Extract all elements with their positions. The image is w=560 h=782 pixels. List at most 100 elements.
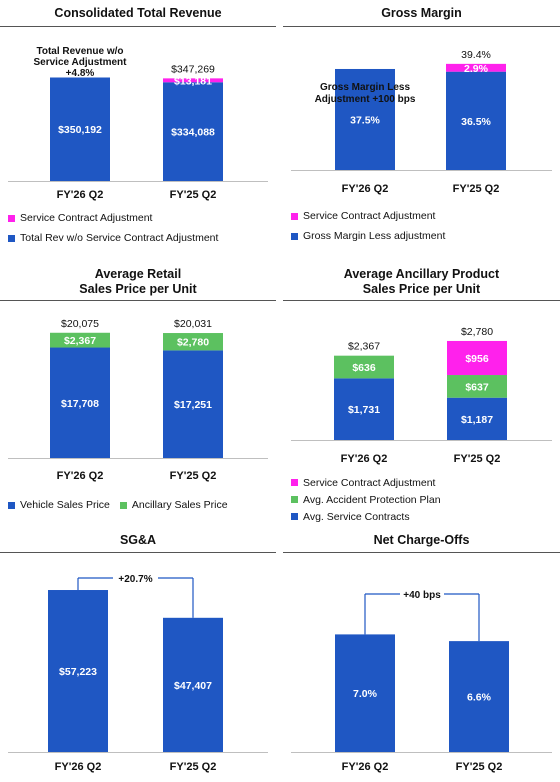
ancillary-legend-label-service: Avg. Service Contracts [303, 510, 410, 523]
revenue-bar-1-1 [163, 78, 223, 83]
nco-category-label-0: FY'26 Q2 [342, 761, 389, 773]
margin-legend-item-adjustment: Service Contract Adjustment [291, 206, 445, 226]
ancillary-title-rule [283, 300, 560, 301]
nco-bar-0-1 [449, 641, 509, 752]
margin-total-label-1: 39.4% [461, 49, 491, 61]
ancillary-legend-label-adjustment: Service Contract Adjustment [303, 476, 436, 489]
retail-data-label-0-0: $17,708 [61, 398, 99, 410]
margin-annotation-line-0: Gross Margin Less [320, 82, 410, 93]
revenue-title-rule [0, 26, 276, 27]
margin-data-label-0-1: 36.5% [461, 116, 491, 128]
nco-data-label-0-1: 6.6% [467, 692, 492, 704]
retail-legend-label-ancillary: Ancillary Sales Price [131, 499, 228, 511]
nco-data-label-0-0: 7.0% [353, 688, 378, 700]
revenue-title: Consolidated Total Revenue [54, 6, 222, 20]
margin-title-rule [283, 26, 560, 27]
retail-title-line-1: Average Retail [94, 267, 182, 281]
ancillary-legend-swatch-blue [291, 513, 298, 520]
retail-title-rule [0, 300, 276, 301]
nco-chart: 7.0% FY'26 Q2 6.6% FY'25 Q2 +40 bps [291, 590, 552, 773]
ancillary-bar-1-1 [447, 375, 507, 398]
margin-bar-0-1 [446, 71, 506, 170]
sga-data-label-0-1: $47,407 [174, 680, 212, 692]
revenue-category-label-1: FY'25 Q2 [170, 189, 217, 201]
ancillary-legend-item-accident: Avg. Accident Protection Plan [291, 491, 441, 508]
revenue-chart: $350,192 FY'26 Q2 $334,088 $13,181 FY'25 Q2 $… [8, 46, 268, 201]
revenue-legend-label-base: Total Rev w/o Service Contract Adjustmen… [20, 232, 219, 244]
sga-data-label-0-0: $57,223 [59, 666, 97, 678]
sga-change-label: +20.7% [118, 574, 152, 585]
retail-category-label-0: FY'26 Q2 [57, 470, 104, 482]
ancillary-total-label-1: $2,780 [461, 326, 493, 338]
sga-bar-0-1 [163, 617, 223, 752]
revenue-data-label-1-1: $13,181 [174, 75, 212, 87]
ancillary-total-label-0: $2,367 [348, 341, 380, 353]
retail-legend-swatch-green [119, 501, 127, 509]
margin-legend-item-base: Gross Margin Less adjustment [291, 226, 445, 246]
ancillary-data-label-0-0: $1,731 [348, 404, 380, 416]
margin-annotation-line-1: Adjustment +100 bps [315, 94, 416, 105]
revenue-legend-swatch-magenta [8, 214, 15, 222]
ancillary-bar-1-0 [334, 355, 394, 379]
sga-bar-0-0 [48, 590, 108, 752]
nco-category-label-1: FY'25 Q2 [456, 761, 503, 773]
revenue-data-label-0-1: $334,088 [171, 127, 215, 139]
retail-bar-1-0 [50, 332, 110, 348]
margin-data-label-1-1: 2.9% [464, 63, 489, 75]
retail-total-label-0: $20,075 [61, 318, 99, 330]
retail-legend-swatch-blue [8, 501, 15, 509]
margin-legend-label-base: Gross Margin Less adjustment [303, 230, 446, 242]
ancillary-legend-swatch-magenta [291, 479, 298, 486]
ancillary-legend-item-adjustment: Service Contract Adjustment [291, 474, 441, 491]
margin-data-label-0-0: 37.5% [350, 114, 380, 126]
revenue-annotation-line-2: +4.8% [66, 68, 95, 79]
retail-data-label-0-1: $17,251 [174, 399, 212, 411]
retail-total-label-1: $20,031 [174, 318, 212, 330]
retail-panel: Average Retail Sales Price per Unit $17,… [0, 262, 276, 524]
ancillary-data-label-2-1: $956 [465, 353, 489, 365]
nco-change-label: +40 bps [403, 590, 441, 601]
sga-category-label-1: FY'25 Q2 [170, 761, 217, 773]
revenue-legend-swatch-blue [8, 234, 15, 242]
retail-legend-label-vehicle: Vehicle Sales Price [20, 499, 110, 511]
revenue-category-label-0: FY'26 Q2 [57, 189, 104, 201]
revenue-bar-0-1 [163, 82, 223, 181]
sga-title-rule [0, 552, 276, 553]
retail-bar-0-0 [50, 347, 110, 458]
revenue-panel: Consolidated Total Revenue $350,192 FY'26… [0, 0, 276, 262]
revenue-legend-label-adjustment: Service Contract Adjustment [20, 212, 153, 224]
ancillary-legend-swatch-green [291, 496, 298, 503]
sga-chart: $57,223 FY'26 Q2 $47,407 FY'25 Q2 +20.7% [8, 574, 268, 773]
ancillary-legend-label-accident: Avg. Accident Protection Plan [303, 493, 441, 506]
ancillary-legend-item-service: Avg. Service Contracts [291, 508, 441, 525]
margin-category-label-1: FY'25 Q2 [453, 183, 500, 195]
retail-bar-0-1 [163, 350, 223, 458]
retail-data-label-1-0: $2,367 [64, 335, 96, 347]
margin-bar-1-1 [446, 63, 506, 72]
ancillary-bar-2-1 [447, 340, 507, 376]
margin-category-label-0: FY'26 Q2 [342, 183, 389, 195]
revenue-annotation-line-0: Total Revenue w/o [36, 46, 123, 57]
margin-chart: 37.5% FY'26 Q2 36.5% 2.9% FY'25 Q2 39.4% Gross… [291, 49, 552, 195]
revenue-data-label-0-0: $350,192 [58, 124, 102, 136]
ancillary-panel: Average Ancillary Product Sales Price pe… [283, 262, 560, 524]
ancillary-title-line-2: Sales Price per Unit [362, 282, 481, 296]
retail-category-label-1: FY'25 Q2 [170, 470, 217, 482]
retail-legend: Vehicle Sales Price Ancillary Sales Pric… [8, 495, 228, 515]
nco-title-rule [283, 552, 560, 553]
ancillary-chart: $1,731 $636 FY'26 Q2 $2,367 $1,187 $637 $956 FY… [291, 326, 552, 465]
sga-category-label-0: FY'26 Q2 [55, 761, 102, 773]
ancillary-data-label-0-1: $1,187 [461, 414, 493, 426]
ancillary-data-label-1-1: $637 [465, 381, 489, 393]
retail-title-line-2: Sales Price per Unit [79, 282, 197, 296]
nco-title: Net Charge-Offs [373, 533, 470, 547]
revenue-bar-0-0 [50, 77, 110, 181]
ancillary-bar-0-0 [334, 378, 394, 440]
nco-panel: Net Charge-Offs 7.0% FY'26 Q2 6.6% FY'25 Q2… [283, 524, 560, 782]
retail-chart: $17,708 $2,367 FY'26 Q2 $20,075 $17,251 $2,78… [8, 318, 268, 482]
ancillary-title-line-1: Average Ancillary Product [343, 267, 500, 281]
retail-data-label-1-1: $2,780 [177, 337, 209, 349]
revenue-annotation-line-1: Service Adjustment [34, 57, 128, 68]
margin-bar-0-0 [335, 68, 395, 170]
